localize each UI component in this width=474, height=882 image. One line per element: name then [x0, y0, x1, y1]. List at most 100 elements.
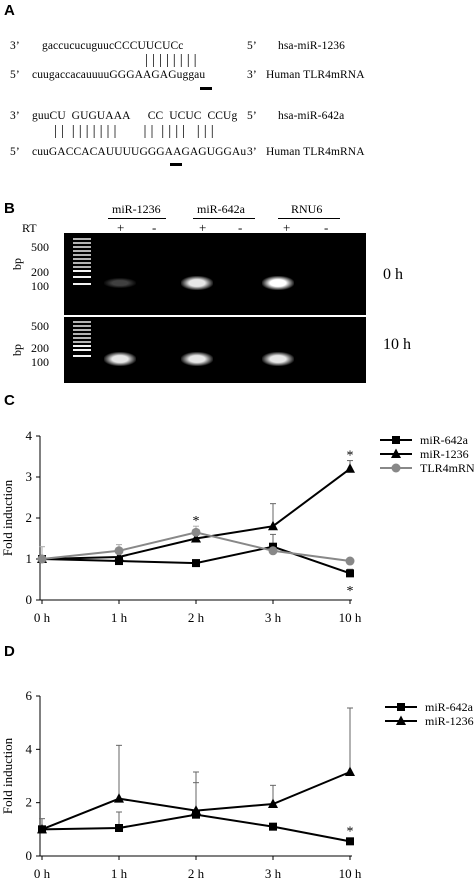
ladder-band [73, 250, 91, 252]
ladder-band [73, 262, 91, 264]
data-point [191, 533, 201, 543]
ladder-band [73, 246, 91, 248]
gel-image-0h [64, 233, 366, 315]
data-point [345, 766, 355, 776]
series-line [41, 813, 351, 843]
ladder-band [73, 345, 91, 347]
data-point [345, 556, 355, 566]
gel-band [262, 276, 294, 290]
rt-sign: + [117, 220, 125, 235]
data-point [192, 810, 200, 819]
data-point [268, 546, 278, 556]
y-tick-label: 2 [26, 795, 33, 810]
ladder-band [73, 321, 91, 323]
y-tick-label: 4 [26, 741, 33, 756]
group-underline [108, 218, 166, 219]
target-name: Human TLR4mRNA [266, 69, 365, 81]
gel-band [181, 352, 213, 366]
bp-axis-label: bp [10, 344, 24, 356]
ladder-band [73, 283, 91, 285]
prime-label: 5’ [247, 40, 257, 52]
ladder-band [73, 355, 91, 357]
data-point [115, 557, 123, 566]
data-point [114, 551, 124, 561]
line-chart-d: 0 2 4 6 0 h 1 h 2 h 3 h 10 h Fold induction * miR-6… [0, 688, 474, 881]
x-tick-label: 0 h [34, 866, 51, 881]
legend-marker [397, 703, 405, 711]
gel-band [104, 278, 136, 288]
group-label: RNU6 [291, 202, 323, 216]
legend-marker [391, 463, 401, 473]
rt-label: RT [22, 221, 37, 235]
data-point [37, 554, 47, 564]
rt-sign: - [152, 220, 157, 235]
x-tick-label: 3 h [265, 866, 282, 881]
y-axis-label: Fold induction [0, 737, 15, 814]
significance-marker: * [193, 514, 200, 529]
ladder-band [73, 325, 91, 327]
prime-label: 5’ [247, 110, 257, 122]
ladder-tick: 500 [31, 240, 49, 254]
prime-label: 3’ [10, 40, 20, 52]
mirna-name: hsa-miR-642a [278, 110, 345, 122]
data-point [269, 822, 277, 831]
data-point [346, 837, 354, 846]
gel-band [104, 352, 136, 366]
x-tick-label: 2 h [188, 866, 205, 881]
prime-label: 3’ [10, 110, 20, 122]
panel-c-label: C [4, 392, 15, 409]
base-pair-bars: | | | | | | | | [145, 52, 197, 68]
group-underline [193, 218, 255, 219]
line-chart-c: 0 1 2 3 4 0 h 1 h 2 h 3 h 10 h Fold induction * * * mi… [0, 428, 474, 625]
prime-label: 3’ [247, 69, 257, 81]
panel-a-label: A [4, 2, 15, 19]
group-label: miR-642a [197, 202, 245, 216]
ladder-band [73, 333, 91, 335]
mirna-sequence: gaccucucuguucCCCUUCUCc [42, 40, 184, 52]
data-point [345, 463, 355, 473]
y-tick-label: 1 [26, 551, 33, 566]
ladder-tick: 500 [31, 319, 49, 333]
rt-sign: + [283, 220, 291, 235]
y-tick-label: 0 [26, 592, 33, 607]
legend-label: TLR4mRNA [420, 461, 474, 475]
base-pair-bars: | | | | | | | | | | | | | | | | | | [54, 123, 214, 139]
data-point [114, 546, 124, 556]
time-label: 0 h [383, 266, 403, 283]
ladder-tick: 100 [31, 355, 49, 369]
prime-label: 3’ [247, 146, 257, 158]
legend-label: miR-1236 [420, 447, 469, 461]
group-label: miR-1236 [112, 202, 161, 216]
mutation-site-underline [200, 87, 212, 90]
x-tick-label: 2 h [188, 610, 205, 625]
ladder-band [73, 254, 91, 256]
significance-marker: * [347, 825, 354, 840]
ladder-band [73, 329, 91, 331]
ladder-band [73, 258, 91, 260]
ladder-band [73, 270, 91, 272]
legend-label: miR-1236 [425, 714, 474, 728]
y-tick-label: 0 [26, 848, 33, 863]
mutation-site-underline [170, 163, 182, 166]
data-point [191, 805, 201, 815]
y-tick-label: 6 [26, 688, 33, 703]
ladder-band [73, 349, 91, 351]
legend-label: miR-642a [420, 433, 469, 447]
significance-marker: * [347, 584, 354, 599]
panel-b-label: B [4, 200, 15, 217]
legend-marker [392, 436, 400, 444]
target-name: Human TLR4mRNA [266, 146, 365, 158]
ladder-band [73, 276, 91, 278]
ladder-band [73, 242, 91, 244]
data-point [114, 793, 124, 803]
rt-sign: - [238, 220, 243, 235]
x-tick-label: 3 h [265, 610, 282, 625]
time-label: 10 h [383, 336, 411, 353]
ladder-tick: 200 [31, 341, 49, 355]
target-sequence: cuuGACCACAUUUUGGGAAGAGUGGAu [32, 146, 247, 158]
y-tick-label: 2 [26, 510, 33, 525]
data-point [115, 824, 123, 832]
gel-band [262, 352, 294, 366]
x-tick-label: 0 h [34, 610, 51, 625]
target-sequence: cuugaccacauuuuGGGAAGAGuggau [32, 69, 206, 81]
